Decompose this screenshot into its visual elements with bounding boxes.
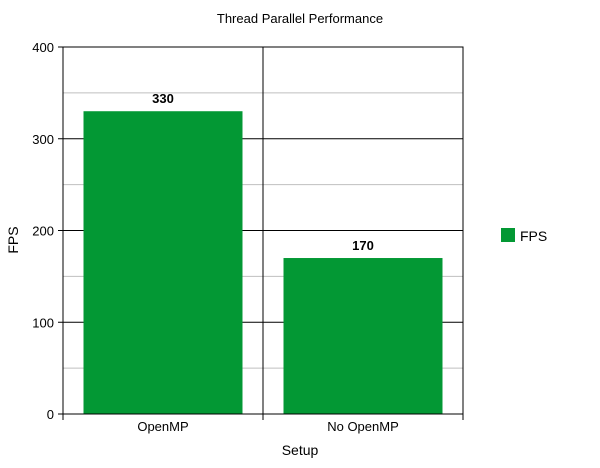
legend-label: FPS bbox=[520, 228, 547, 244]
y-axis-title: FPS bbox=[5, 226, 21, 253]
y-tick-label: 300 bbox=[32, 132, 54, 147]
bar-value-label: 170 bbox=[352, 238, 374, 253]
bar-value-label: 330 bbox=[152, 91, 174, 106]
legend: FPS bbox=[501, 228, 547, 244]
x-axis-title: Setup bbox=[282, 442, 319, 458]
y-tick-label: 0 bbox=[47, 407, 54, 422]
axes: 0 100 200 300 400 OpenMP No OpenMP bbox=[32, 40, 464, 434]
y-tick-label: 400 bbox=[32, 40, 54, 55]
bar-openmp bbox=[83, 111, 243, 414]
legend-swatch bbox=[501, 228, 515, 242]
bars bbox=[83, 111, 443, 414]
chart-title: Thread Parallel Performance bbox=[217, 11, 383, 26]
data-labels: 330 170 bbox=[152, 91, 374, 253]
y-tick-label: 200 bbox=[32, 224, 54, 239]
bar-no-openmp bbox=[283, 258, 443, 414]
x-tick-label: OpenMP bbox=[137, 419, 188, 434]
y-tick-label: 100 bbox=[32, 315, 54, 330]
x-tick-label: No OpenMP bbox=[327, 419, 399, 434]
